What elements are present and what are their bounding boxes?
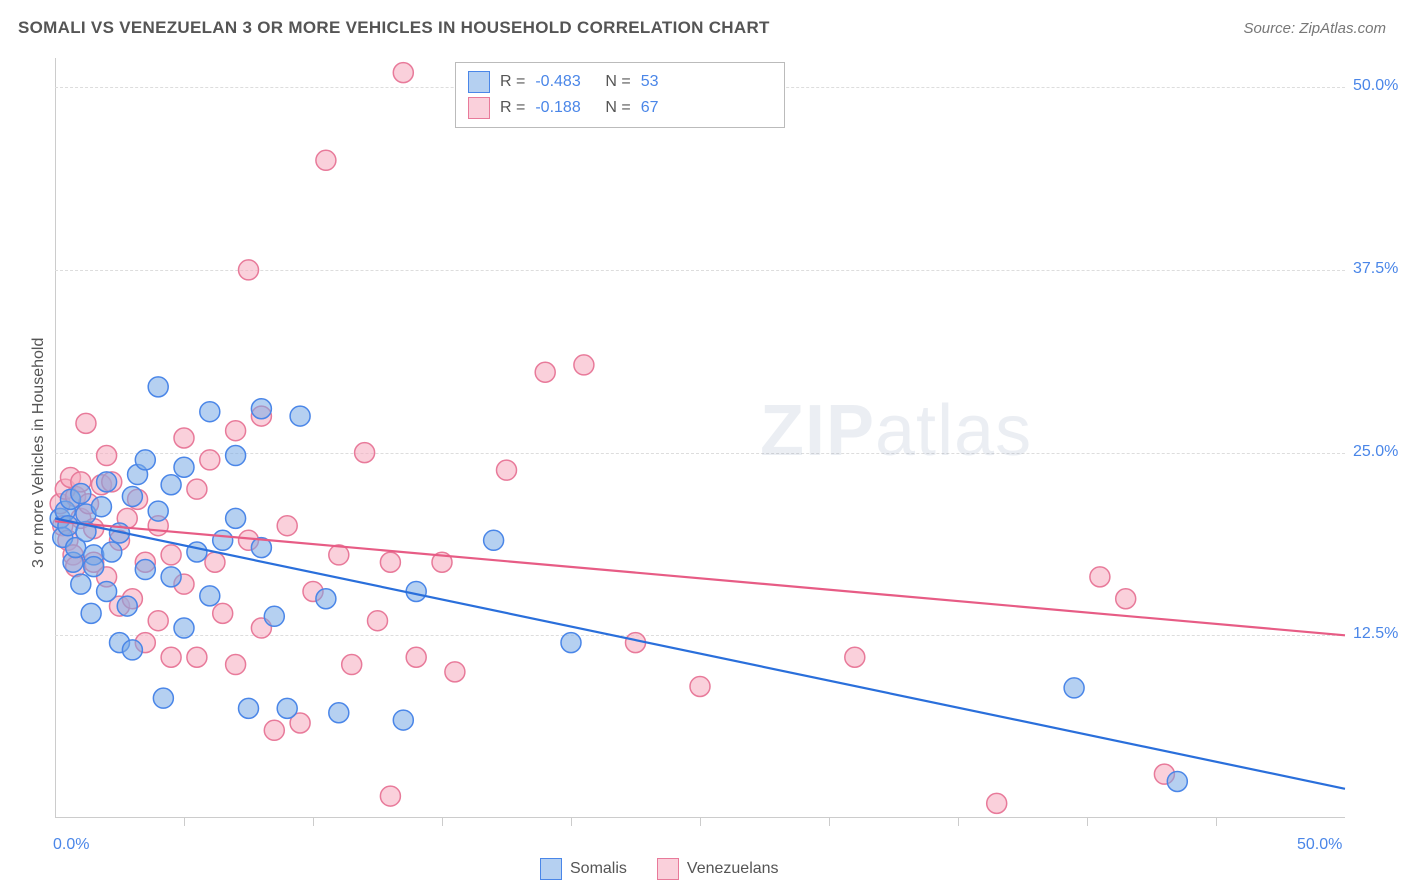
- somalis-point: [122, 640, 142, 660]
- somalis-swatch-icon: [540, 858, 562, 880]
- legend-item-somalis: Somalis: [540, 858, 627, 880]
- somalis-point: [117, 596, 137, 616]
- venezuelans-point: [445, 662, 465, 682]
- somalis-point: [239, 698, 259, 718]
- venezuelans-point: [226, 655, 246, 675]
- stats-row-somalis: R = -0.483 N = 53: [468, 69, 772, 95]
- venezuelans-point: [1090, 567, 1110, 587]
- scatter-svg: [0, 0, 1405, 878]
- n-label: N =: [605, 69, 630, 95]
- somalis-point: [122, 486, 142, 506]
- legend-label: Somalis: [570, 860, 627, 878]
- venezuelans-point: [76, 413, 96, 433]
- somalis-swatch-icon: [468, 71, 490, 93]
- somalis-point: [148, 377, 168, 397]
- n-value: 53: [641, 69, 701, 95]
- venezuelans-point: [239, 260, 259, 280]
- somalis-point: [200, 586, 220, 606]
- somalis-point: [153, 688, 173, 708]
- somalis-point: [97, 472, 117, 492]
- venezuelans-point: [393, 63, 413, 83]
- somalis-point: [135, 450, 155, 470]
- somalis-point: [316, 589, 336, 609]
- venezuelans-point: [277, 516, 297, 536]
- somalis-point: [148, 501, 168, 521]
- venezuelans-point: [205, 552, 225, 572]
- somalis-point: [226, 446, 246, 466]
- r-label: R =: [500, 69, 525, 95]
- venezuelans-point: [406, 647, 426, 667]
- venezuelans-point: [187, 479, 207, 499]
- venezuelans-swatch-icon: [657, 858, 679, 880]
- n-value: 67: [641, 95, 701, 121]
- venezuelans-point: [690, 676, 710, 696]
- legend-label: Venezuelans: [687, 860, 779, 878]
- venezuelans-point: [987, 793, 1007, 813]
- n-label: N =: [605, 95, 630, 121]
- r-label: R =: [500, 95, 525, 121]
- venezuelans-point: [574, 355, 594, 375]
- venezuelans-point: [355, 443, 375, 463]
- venezuelans-point: [380, 552, 400, 572]
- correlation-stats-box: R = -0.483 N = 53 R = -0.188 N = 67: [455, 62, 785, 128]
- somalis-point: [174, 457, 194, 477]
- venezuelans-point: [316, 150, 336, 170]
- venezuelans-trend-line: [55, 521, 1345, 635]
- somalis-point: [406, 581, 426, 601]
- somalis-point: [102, 542, 122, 562]
- somalis-point: [97, 581, 117, 601]
- venezuelans-point: [226, 421, 246, 441]
- somalis-point: [161, 567, 181, 587]
- somalis-point: [174, 618, 194, 638]
- somalis-point: [161, 475, 181, 495]
- somalis-trend-line: [55, 518, 1345, 788]
- stats-row-venezuelans: R = -0.188 N = 67: [468, 95, 772, 121]
- somalis-point: [264, 606, 284, 626]
- r-value: -0.188: [535, 95, 595, 121]
- venezuelans-point: [1116, 589, 1136, 609]
- venezuelans-point: [200, 450, 220, 470]
- somalis-point: [135, 560, 155, 580]
- somalis-point: [1064, 678, 1084, 698]
- venezuelans-point: [148, 611, 168, 631]
- r-value: -0.483: [535, 69, 595, 95]
- somalis-point: [484, 530, 504, 550]
- venezuelans-point: [497, 460, 517, 480]
- somalis-point: [84, 557, 104, 577]
- venezuelans-point: [161, 647, 181, 667]
- somalis-point: [71, 484, 91, 504]
- somalis-point: [187, 542, 207, 562]
- somalis-point: [277, 698, 297, 718]
- venezuelans-point: [97, 446, 117, 466]
- venezuelans-point: [213, 603, 233, 623]
- venezuelans-swatch-icon: [468, 97, 490, 119]
- venezuelans-point: [368, 611, 388, 631]
- venezuelans-point: [161, 545, 181, 565]
- somalis-point: [213, 530, 233, 550]
- venezuelans-point: [845, 647, 865, 667]
- somalis-point: [329, 703, 349, 723]
- legend-item-venezuelans: Venezuelans: [657, 858, 779, 880]
- somalis-point: [561, 633, 581, 653]
- somalis-point: [81, 603, 101, 623]
- venezuelans-point: [380, 786, 400, 806]
- somalis-point: [200, 402, 220, 422]
- venezuelans-point: [342, 655, 362, 675]
- somalis-point: [290, 406, 310, 426]
- somalis-point: [91, 497, 111, 517]
- venezuelans-point: [264, 720, 284, 740]
- venezuelans-point: [187, 647, 207, 667]
- somalis-point: [393, 710, 413, 730]
- somalis-point: [71, 574, 91, 594]
- somalis-point: [251, 399, 271, 419]
- somalis-point: [226, 508, 246, 528]
- somalis-point: [1167, 771, 1187, 791]
- venezuelans-point: [174, 428, 194, 448]
- legend: Somalis Venezuelans: [540, 858, 779, 880]
- venezuelans-point: [535, 362, 555, 382]
